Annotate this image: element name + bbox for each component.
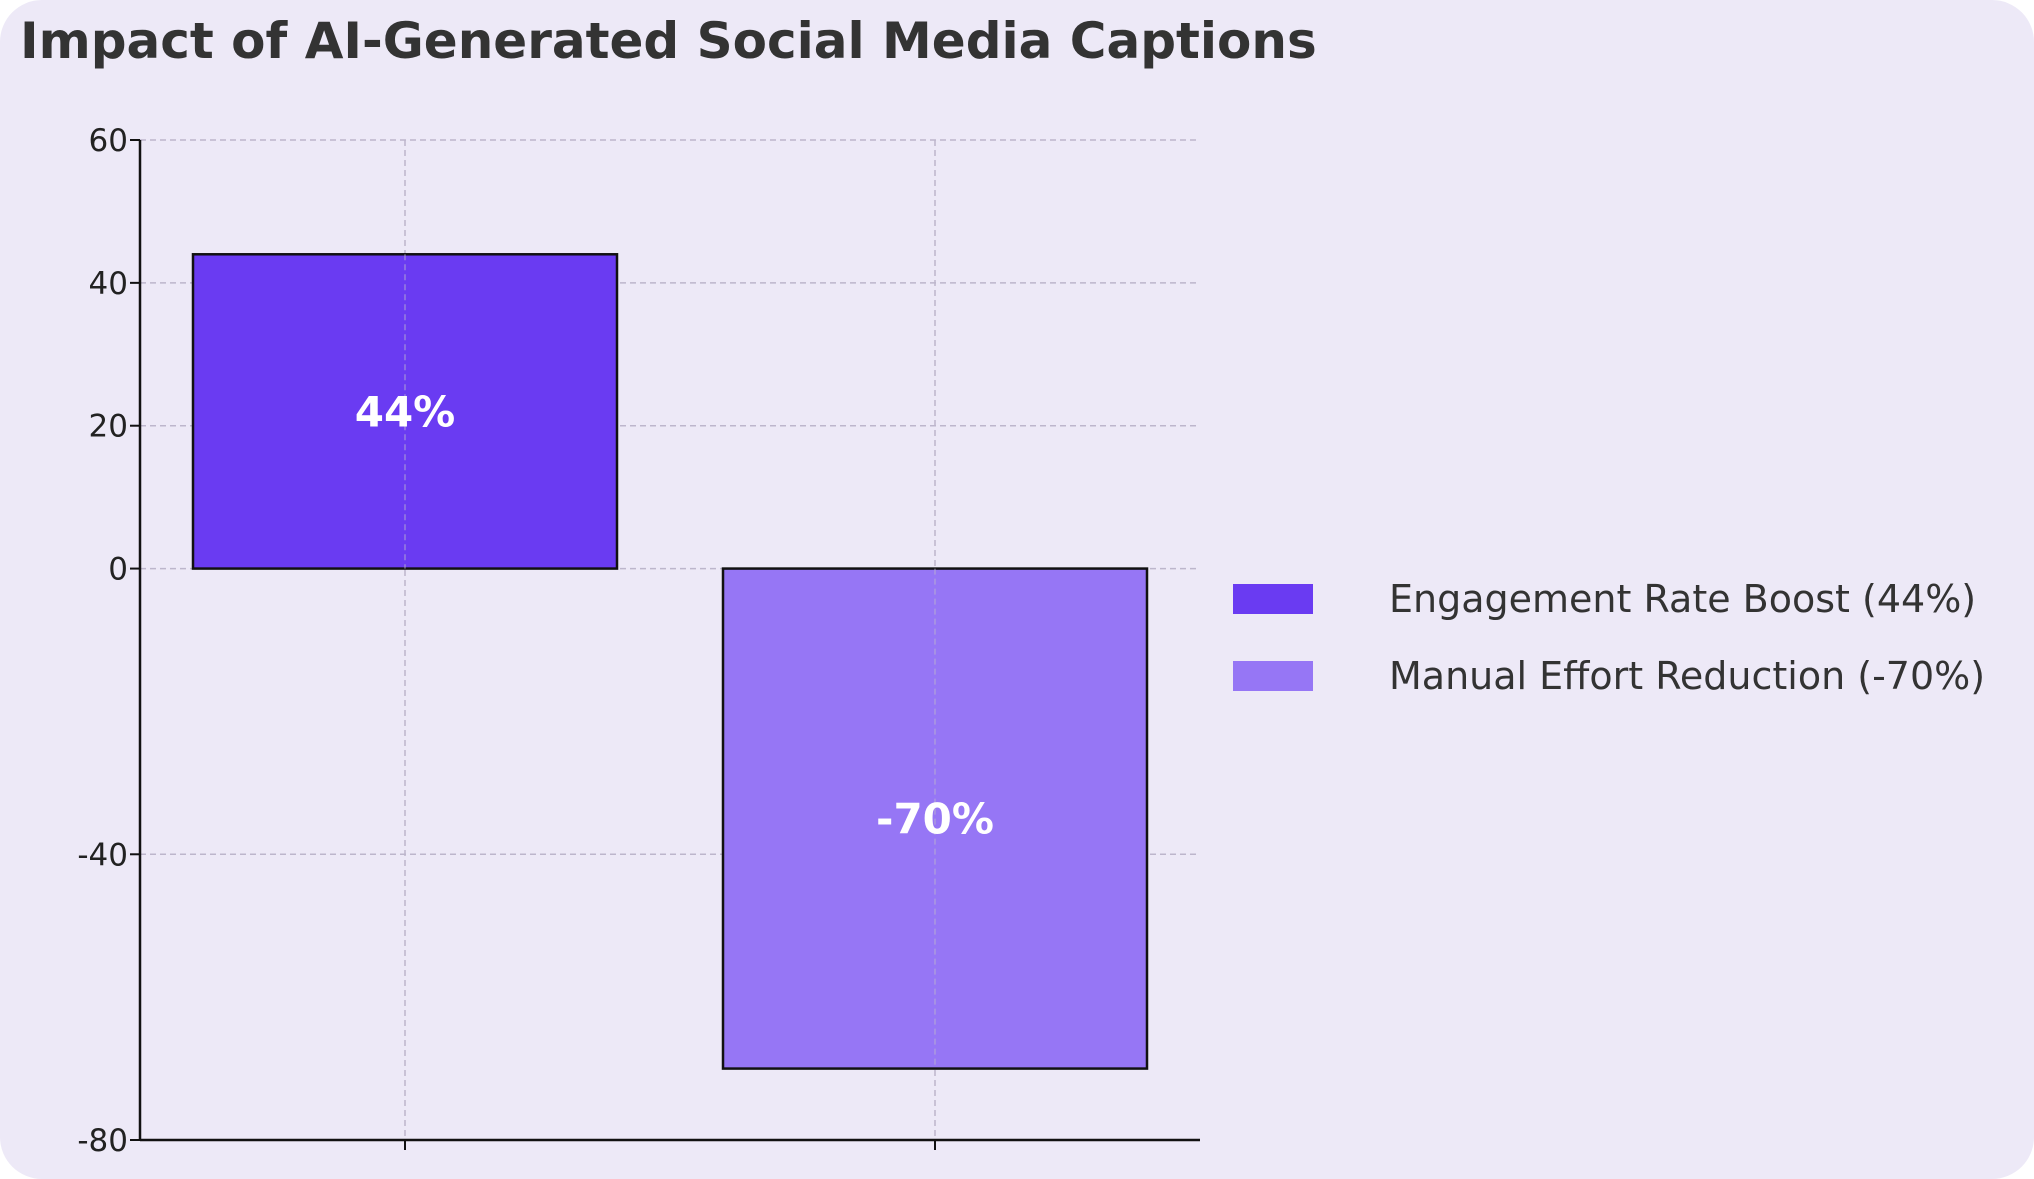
y-tick-label: -40 bbox=[77, 837, 128, 873]
bar-value-label: -70% bbox=[876, 795, 994, 844]
legend-label: Manual Effort Reduction (-70%) bbox=[1389, 654, 1985, 698]
y-tick-label: 20 bbox=[89, 409, 128, 445]
bar-labels: 44% -70% bbox=[355, 387, 994, 843]
y-tick-label: 40 bbox=[89, 266, 128, 302]
bars bbox=[191, 253, 1149, 1070]
legend-label: Engagement Rate Boost (44%) bbox=[1389, 577, 1976, 621]
axes: 60 40 20 0 -40 -80 bbox=[77, 123, 1200, 1159]
legend: Engagement Rate Boost (44%) Manual Effort… bbox=[1233, 577, 1985, 698]
legend-swatch bbox=[1233, 584, 1313, 614]
chart-title: Impact of AI-Generated Social Media Capt… bbox=[20, 12, 1317, 70]
y-tick-label: 60 bbox=[89, 123, 128, 159]
y-tick-label: -80 bbox=[77, 1123, 128, 1159]
legend-swatch bbox=[1233, 661, 1313, 691]
bar-value-label: 44% bbox=[355, 387, 456, 436]
y-tick-label: 0 bbox=[108, 552, 128, 588]
